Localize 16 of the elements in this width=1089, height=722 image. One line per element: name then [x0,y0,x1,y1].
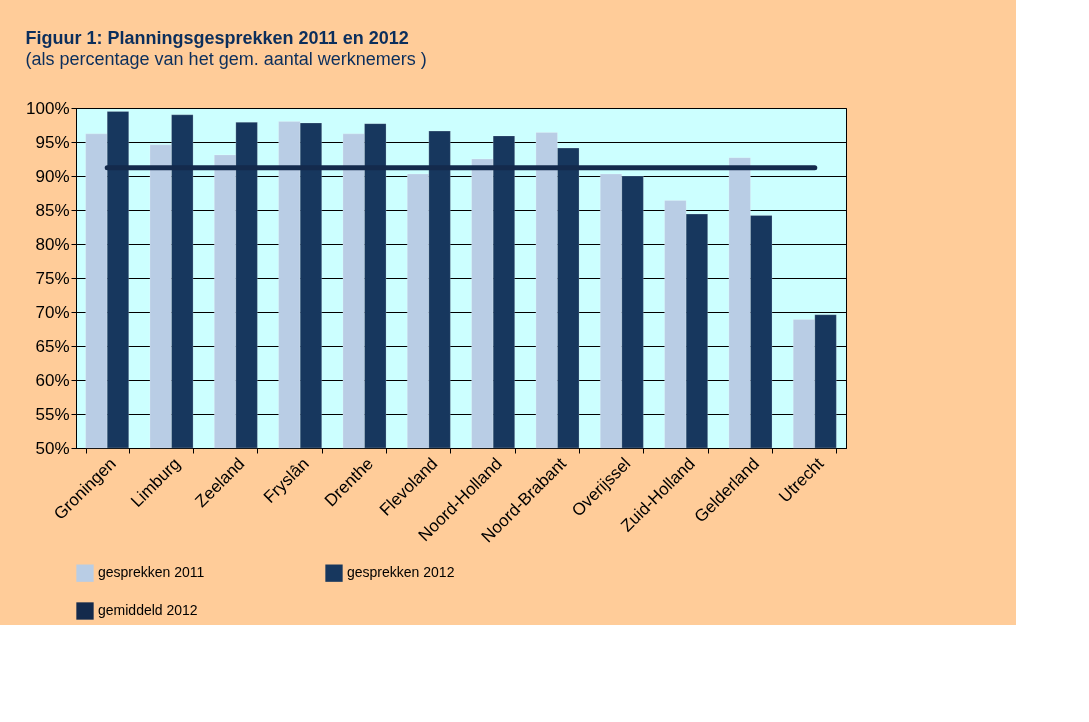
chart-title: Figuur 1: Planningsgesprekken 2011 en 2012 [25,28,409,48]
legend-label: gesprekken 2011 [98,564,205,581]
y-tick-label: 75% [35,268,70,288]
y-tick-label: 65% [35,336,70,356]
y-tick-label: 50% [35,438,70,458]
y-tick-label: 95% [35,132,70,152]
chart-subtitle: (als percentage van het gem. aantal werknemers ) [25,49,427,69]
y-tick-label: 70% [35,302,70,322]
y-tick-label: 85% [35,200,70,220]
y-tick-label: 60% [35,370,70,390]
y-tick-label: 90% [35,166,70,186]
y-tick-label: 80% [35,234,70,254]
legend-label: gemiddeld 2012 [98,602,198,618]
y-tick-label: 55% [35,404,70,424]
legend-label: gesprekken 2012 [347,564,455,581]
y-tick-label: 100% [26,98,70,118]
